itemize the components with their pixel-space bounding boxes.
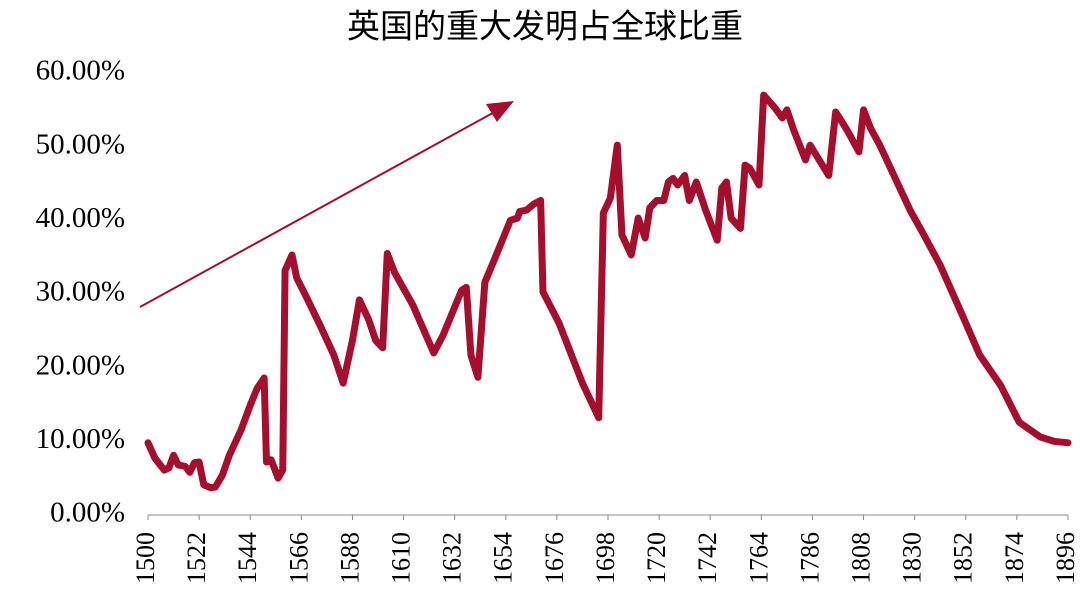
x-tick-label: 1786 [795,532,824,584]
x-tick-label: 1808 [847,532,876,584]
x-tick-label: 1588 [335,532,364,584]
x-tick-label: 1764 [744,532,773,584]
y-tick-label: 60.00% [36,55,125,87]
x-tick-label: 1720 [642,532,671,584]
trend-arrow [139,101,514,308]
y-tick-label: 30.00% [36,276,125,308]
x-tick-label: 1522 [182,532,211,584]
x-tick-label: 1698 [591,532,620,584]
y-tick-label: 40.00% [36,202,125,234]
x-tick-label: 1676 [540,532,569,584]
x-tick-label: 1610 [387,532,416,584]
chart-title: 英国的重大发明占全球比重 [347,9,743,46]
x-tick-label: 1874 [1000,532,1029,584]
y-tick-label: 20.00% [36,349,125,381]
y-tick-label: 0.00% [50,497,125,529]
x-tick-label: 1632 [438,532,467,584]
x-tick-label: 1830 [898,532,927,584]
x-tick-label: 1566 [284,532,313,584]
x-tick-label: 1852 [949,532,978,584]
y-tick-label: 50.00% [36,128,125,160]
arrow-shaft [139,108,501,308]
x-tick-label: 1500 [131,532,160,584]
x-tick-label: 1654 [489,532,518,584]
y-tick-label: 10.00% [36,423,125,455]
x-tick-label: 1742 [693,532,722,584]
x-tick-label: 1896 [1051,532,1080,584]
data-line [144,91,1072,492]
x-tick-label: 1544 [233,532,262,584]
arrow-head [486,101,514,122]
